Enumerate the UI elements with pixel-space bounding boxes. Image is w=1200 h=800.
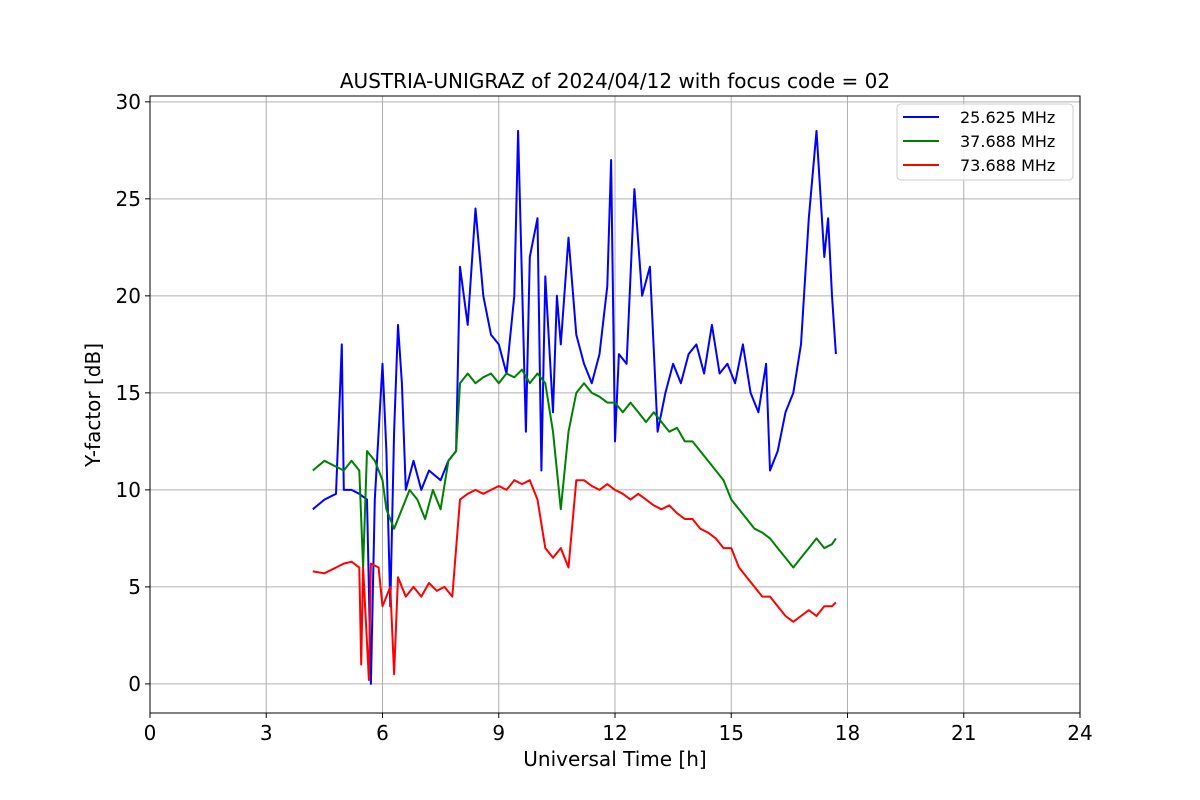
y-axis-label: Y-factor [dB] (81, 343, 105, 468)
series-line-2 (312, 479, 837, 681)
x-axis-ticks: 0 3 6 9 12 15 18 21 24 (144, 713, 1093, 745)
chart-title: AUSTRIA-UNIGRAZ of 2024/04/12 with focus… (340, 69, 890, 93)
y-tick-label: 10 (116, 478, 141, 502)
x-tick-label: 12 (602, 721, 627, 745)
x-tick-label: 9 (492, 721, 505, 745)
series-layer (312, 129, 837, 685)
legend: 25.625 MHz 37.688 MHz 73.688 MHz (896, 103, 1074, 181)
legend-entry-37-688: 37.688 MHz (960, 132, 1055, 151)
legend-entry-73-688: 73.688 MHz (960, 156, 1055, 175)
y-axis-ticks: 0 5 10 15 20 25 30 (116, 90, 150, 696)
x-tick-label: 24 (1067, 721, 1092, 745)
y-tick-label: 5 (128, 575, 141, 599)
x-axis-label: Universal Time [h] (523, 747, 706, 771)
x-tick-label: 21 (951, 721, 976, 745)
legend-entry-25-625: 25.625 MHz (960, 108, 1055, 127)
y-tick-label: 0 (128, 672, 141, 696)
y-tick-label: 25 (116, 187, 141, 211)
x-tick-label: 3 (260, 721, 273, 745)
x-tick-label: 0 (144, 721, 157, 745)
y-tick-label: 20 (116, 284, 141, 308)
x-tick-label: 18 (835, 721, 860, 745)
series-line-1 (312, 368, 837, 569)
x-tick-label: 15 (719, 721, 744, 745)
series-line-0 (312, 129, 837, 685)
y-tick-label: 15 (116, 381, 141, 405)
x-tick-label: 6 (376, 721, 389, 745)
legend-box (896, 103, 1074, 181)
y-tick-label: 30 (116, 90, 141, 114)
